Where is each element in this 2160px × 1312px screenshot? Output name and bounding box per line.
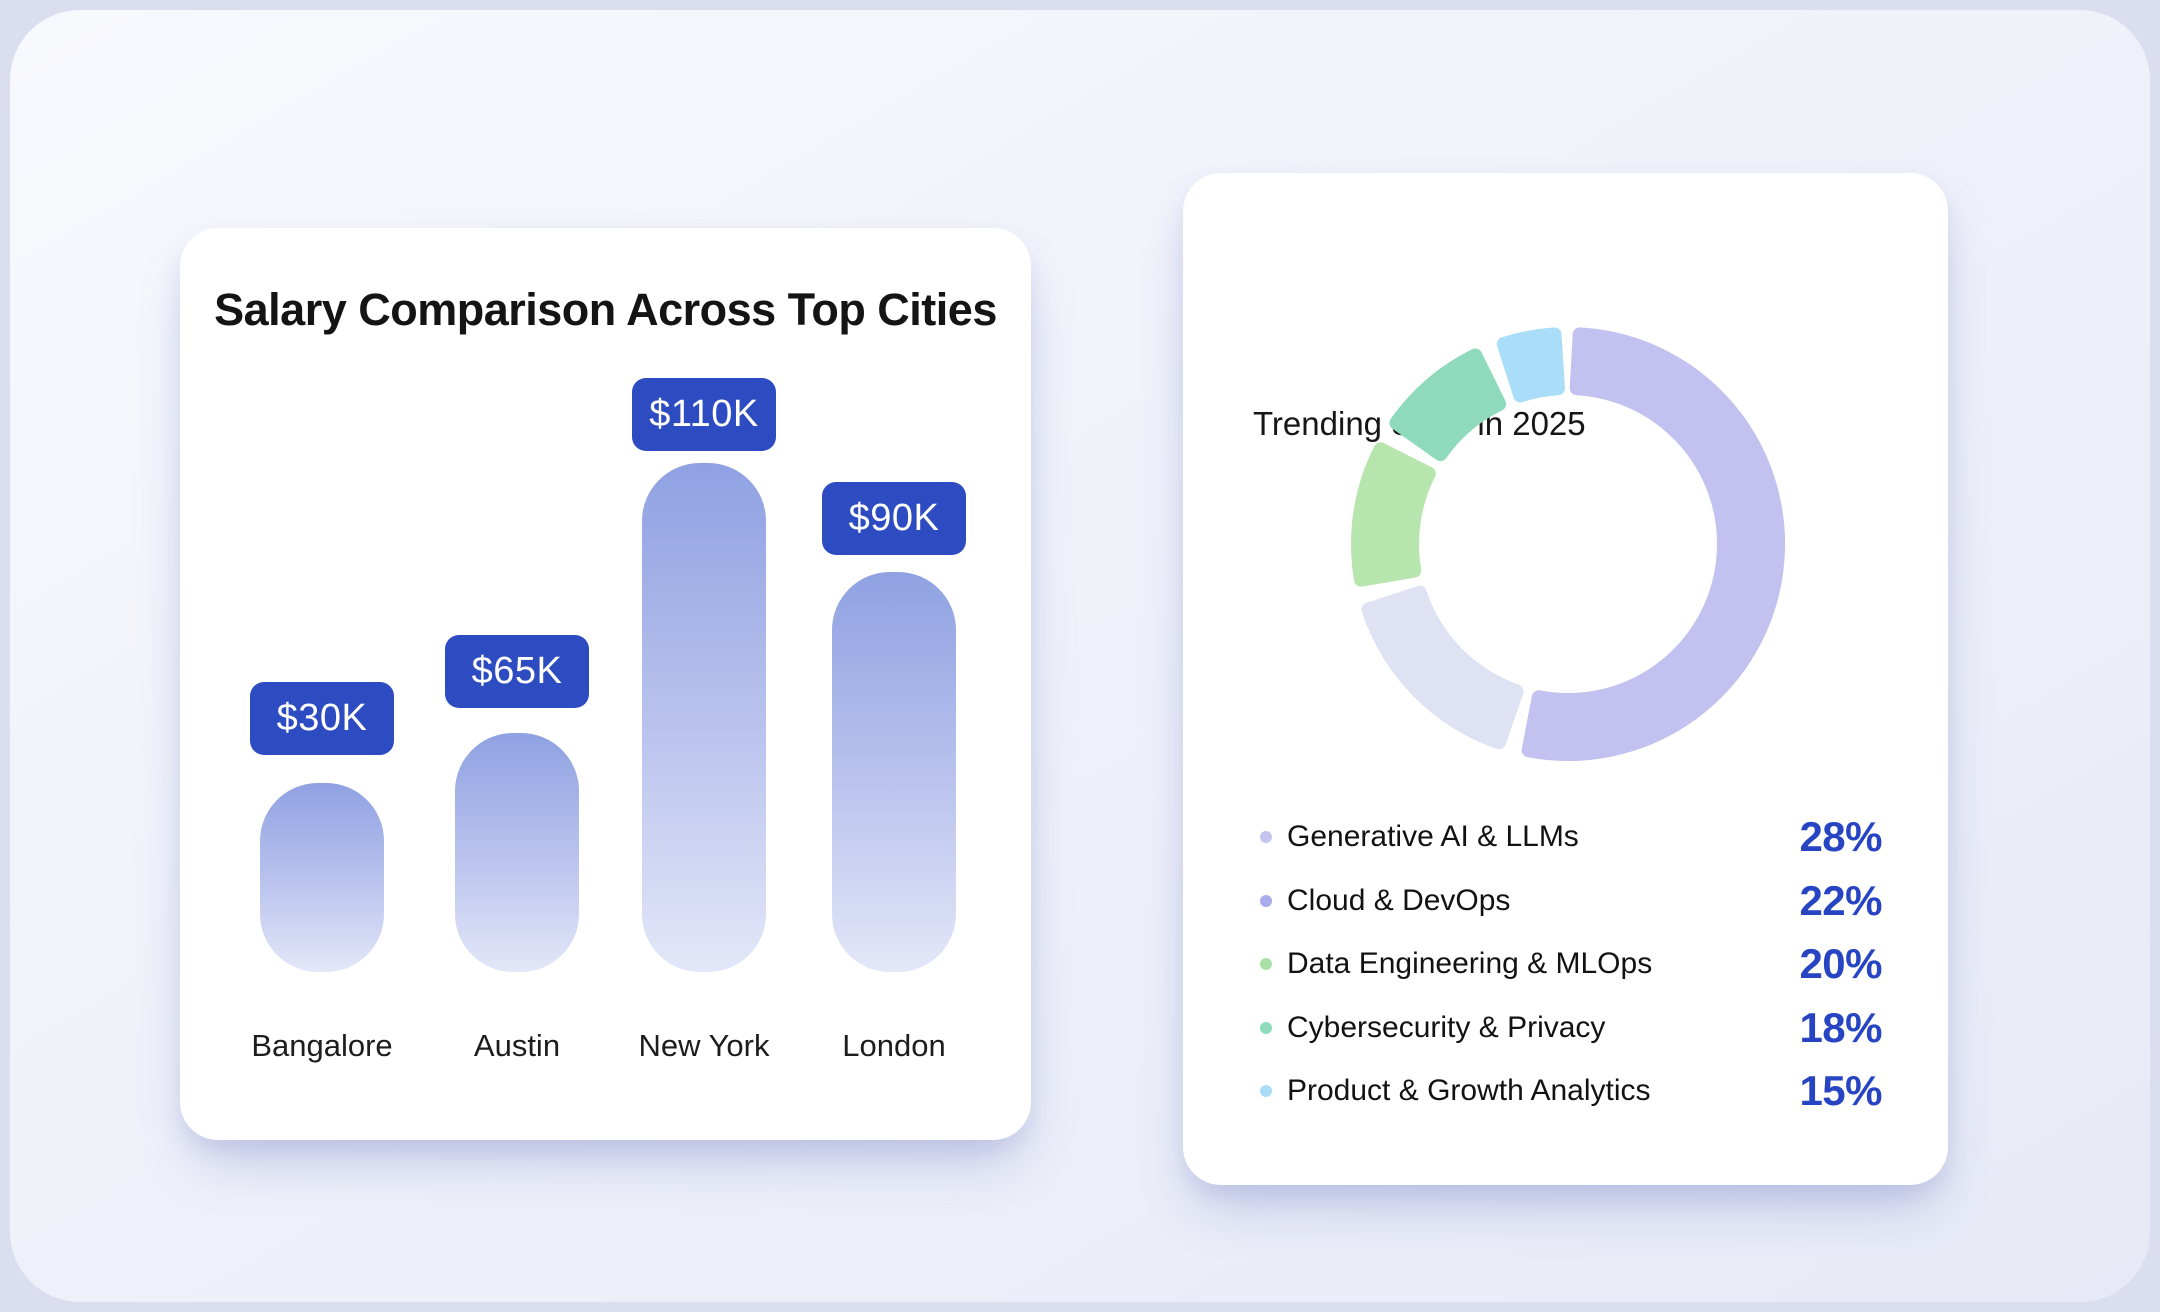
legend-label: Data Engineering & MLOps <box>1287 947 1653 980</box>
salary-bar-austin <box>455 733 579 972</box>
legend-percent: 22% <box>1799 876 1882 924</box>
salary-bar-bangalore <box>260 783 384 972</box>
donut-segment-product-growth-analytics <box>1496 327 1565 403</box>
legend-dot-icon <box>1260 831 1272 843</box>
donut-segment-cybersecurity-privacy <box>1389 348 1507 462</box>
salary-value-badge-3: $110K <box>632 378 776 451</box>
legend-percent: 18% <box>1799 1003 1882 1051</box>
salary-card-title: Salary Comparison Across Top Cities <box>214 284 997 335</box>
legend-dot-icon <box>1260 958 1272 970</box>
legend-percent: 20% <box>1799 940 1882 987</box>
salary-card: Salary Comparison Across Top Cities $30K… <box>180 228 1031 1140</box>
donut-segment-cloud-devops <box>1361 585 1524 750</box>
legend-label: Generative AI & LLMs <box>1287 820 1579 853</box>
app-panel: Salary Comparison Across Top Cities $30K… <box>10 10 2150 1302</box>
legend-row-data-engineering-mlops: Data Engineering & MLOps 20% <box>1260 932 1882 996</box>
legend-dot-icon <box>1260 1085 1272 1097</box>
salary-bar-new-york <box>642 463 766 972</box>
city-label-london: London <box>842 1028 946 1063</box>
legend-dot-icon <box>1260 1021 1272 1034</box>
city-label-new-york: New York <box>638 1028 770 1063</box>
legend-percent: 15% <box>1799 1067 1882 1114</box>
legend-row-product-growth-analytics: Product & Growth Analytics 15% <box>1260 1059 1882 1123</box>
salary-value-badge-2: $65K <box>445 635 589 708</box>
city-label-austin: Austin <box>473 1028 561 1063</box>
legend-label: Cloud & DevOps <box>1287 883 1511 917</box>
legend-label: Product & Growth Analytics <box>1287 1074 1651 1107</box>
salary-value-badge-1: $30K <box>250 682 394 755</box>
salary-bar-london <box>832 572 956 972</box>
skills-donut-chart <box>1351 327 1786 761</box>
donut-segment-data-engineering-mlops <box>1351 442 1436 587</box>
legend-row-cybersecurity-privacy: Cybersecurity & Privacy 18% <box>1260 996 1882 1060</box>
skills-card: Trending Skills in 2025 Generative AI & … <box>1183 173 1948 1185</box>
salary-value-badge-4: $90K <box>822 482 966 555</box>
legend-row-cloud-devops: Cloud & DevOps 22% <box>1260 869 1882 933</box>
city-label-bangalore: Bangalore <box>251 1028 393 1063</box>
legend-label: Cybersecurity & Privacy <box>1287 1010 1606 1044</box>
donut-segment-generative-ai-llms <box>1521 327 1786 761</box>
salary-bar-chart: $30K Bangalore $65K Austin $110K New York $90K… <box>180 228 1031 1140</box>
legend-dot-icon <box>1260 894 1272 907</box>
legend-row-generative-ai-llms: Generative AI & LLMs 28% <box>1260 805 1882 869</box>
legend-percent: 28% <box>1799 813 1882 860</box>
